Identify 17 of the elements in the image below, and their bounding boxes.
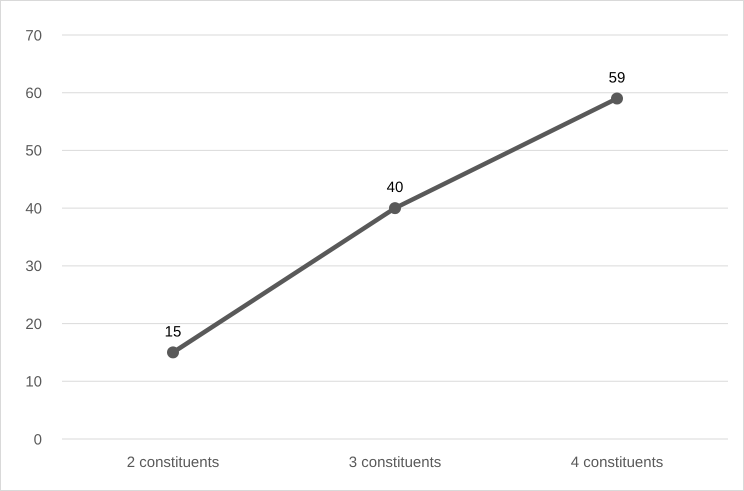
x-tick-label: 3 constituents [348,454,442,471]
y-tick-label: 40 [25,200,42,218]
point [167,346,179,358]
y-tick-label: 20 [25,316,42,333]
x-tick-label: 2 constituents [126,454,220,471]
y-tick-label: 30 [25,258,42,276]
data-label: 59 [608,69,626,86]
y-tick-label: 60 [25,84,42,102]
point [611,92,623,104]
y-tick-label: 50 [25,142,42,160]
y-tick-label: 10 [25,374,42,391]
y-tick-label: 70 [25,27,42,44]
point [389,202,401,214]
data-label: 40 [386,179,404,196]
y-tick-label: 0 [34,431,42,448]
x-tick-label: 4 constituents [570,454,664,471]
data-label: 15 [164,323,182,340]
